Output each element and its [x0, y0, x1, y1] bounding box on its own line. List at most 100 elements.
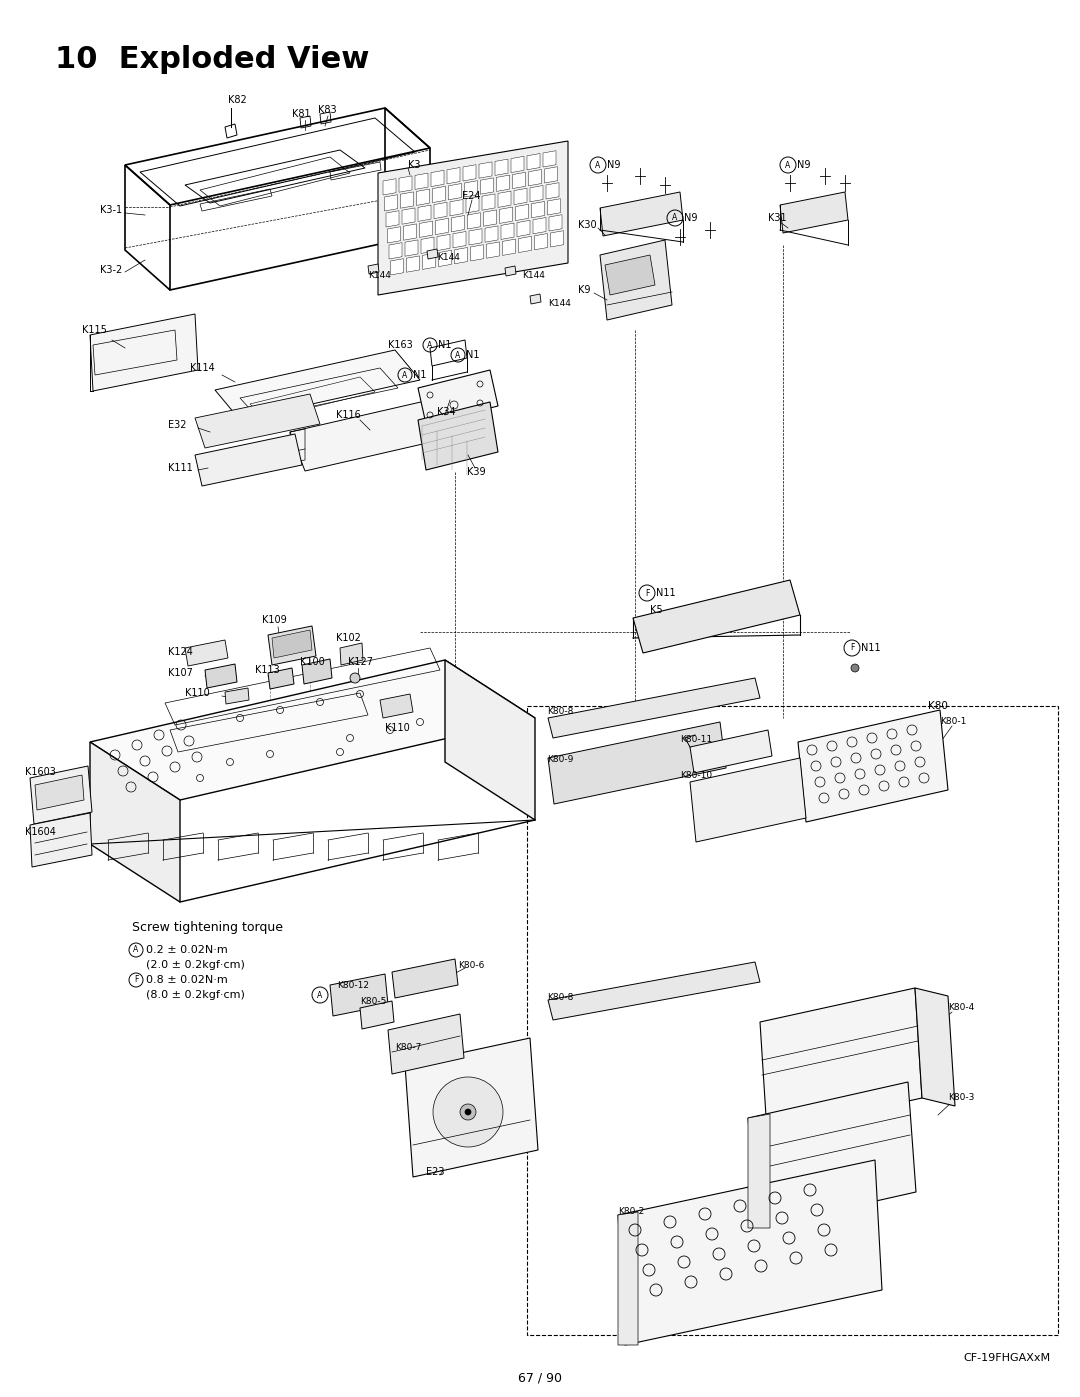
Text: 67 / 90: 67 / 90	[518, 1372, 562, 1384]
Text: K80-8: K80-8	[546, 993, 573, 1003]
Polygon shape	[30, 813, 92, 868]
Polygon shape	[548, 678, 760, 738]
Text: N9: N9	[607, 161, 621, 170]
Polygon shape	[435, 218, 448, 235]
Polygon shape	[330, 974, 388, 1016]
Polygon shape	[498, 191, 511, 207]
Polygon shape	[760, 988, 922, 1132]
Text: A: A	[318, 990, 323, 999]
Polygon shape	[486, 242, 499, 258]
Polygon shape	[501, 224, 514, 239]
Polygon shape	[618, 1160, 882, 1345]
Text: K110: K110	[384, 724, 409, 733]
Text: K80-4: K80-4	[948, 1003, 974, 1013]
Polygon shape	[30, 766, 92, 824]
Text: K144: K144	[548, 299, 571, 307]
Polygon shape	[600, 240, 672, 320]
Polygon shape	[482, 194, 495, 210]
Text: CF-19FHGAXxM: CF-19FHGAXxM	[963, 1354, 1050, 1363]
Polygon shape	[534, 218, 546, 233]
Text: K83: K83	[318, 105, 337, 115]
Text: K80-3: K80-3	[948, 1094, 974, 1102]
Text: K109: K109	[262, 615, 287, 624]
Polygon shape	[528, 169, 541, 186]
Text: N9: N9	[684, 212, 698, 224]
Polygon shape	[530, 293, 541, 305]
Text: A: A	[456, 351, 461, 359]
Polygon shape	[748, 1083, 916, 1228]
Polygon shape	[469, 229, 482, 244]
Polygon shape	[405, 1038, 538, 1178]
Polygon shape	[432, 186, 446, 203]
Polygon shape	[471, 244, 484, 261]
Polygon shape	[448, 183, 461, 200]
Text: N9: N9	[797, 161, 810, 170]
Polygon shape	[497, 175, 510, 191]
Text: K80: K80	[928, 701, 948, 711]
Polygon shape	[495, 159, 508, 176]
Text: K80-6: K80-6	[458, 961, 484, 970]
Text: A: A	[133, 946, 138, 954]
Polygon shape	[392, 958, 458, 997]
Polygon shape	[406, 256, 419, 272]
Polygon shape	[431, 170, 444, 187]
Polygon shape	[549, 215, 562, 231]
Polygon shape	[505, 265, 516, 277]
Polygon shape	[205, 664, 237, 687]
Polygon shape	[780, 191, 848, 233]
Text: A: A	[785, 161, 791, 169]
Circle shape	[460, 1104, 476, 1120]
Text: K163: K163	[388, 339, 413, 351]
Polygon shape	[384, 194, 397, 211]
Text: K144: K144	[368, 271, 391, 279]
Text: K111: K111	[168, 462, 192, 474]
Polygon shape	[485, 226, 498, 242]
Text: (8.0 ± 0.2kgf·cm): (8.0 ± 0.2kgf·cm)	[146, 990, 245, 1000]
Polygon shape	[535, 233, 548, 250]
Text: K30: K30	[578, 219, 596, 231]
Text: K80-5: K80-5	[360, 997, 387, 1006]
Circle shape	[433, 1077, 503, 1147]
Polygon shape	[445, 659, 535, 820]
Polygon shape	[405, 240, 418, 256]
Polygon shape	[690, 759, 806, 842]
Polygon shape	[291, 393, 475, 471]
Polygon shape	[548, 198, 561, 215]
Polygon shape	[484, 210, 497, 226]
Polygon shape	[340, 643, 363, 665]
Text: K144: K144	[437, 253, 460, 263]
Polygon shape	[450, 200, 463, 215]
Polygon shape	[451, 215, 464, 232]
Polygon shape	[378, 141, 568, 295]
Polygon shape	[618, 1213, 638, 1345]
Text: K80-1: K80-1	[940, 718, 967, 726]
Text: K3-2: K3-2	[100, 265, 122, 275]
Polygon shape	[600, 191, 683, 236]
Polygon shape	[437, 235, 450, 250]
Polygon shape	[225, 687, 249, 704]
Text: K34: K34	[437, 407, 456, 416]
Text: 0.8 ± 0.02N·m: 0.8 ± 0.02N·m	[146, 975, 228, 985]
Polygon shape	[368, 264, 379, 274]
Polygon shape	[518, 236, 531, 253]
Polygon shape	[401, 191, 414, 208]
Text: K80-11: K80-11	[680, 735, 712, 745]
Text: K107: K107	[168, 668, 193, 678]
Text: N11: N11	[861, 643, 880, 652]
Text: E24: E24	[462, 191, 481, 201]
Polygon shape	[527, 154, 540, 170]
Polygon shape	[544, 166, 557, 183]
Text: K3: K3	[408, 161, 420, 170]
Polygon shape	[463, 165, 476, 182]
Polygon shape	[481, 177, 494, 194]
Polygon shape	[386, 211, 399, 226]
Text: K80-12: K80-12	[337, 981, 369, 989]
Polygon shape	[464, 180, 477, 197]
Text: K80-8: K80-8	[546, 707, 573, 717]
Polygon shape	[421, 237, 434, 253]
Polygon shape	[360, 1002, 394, 1030]
Text: K1604: K1604	[25, 827, 56, 837]
Polygon shape	[465, 197, 480, 212]
Polygon shape	[35, 775, 84, 810]
Text: K127: K127	[348, 657, 373, 666]
